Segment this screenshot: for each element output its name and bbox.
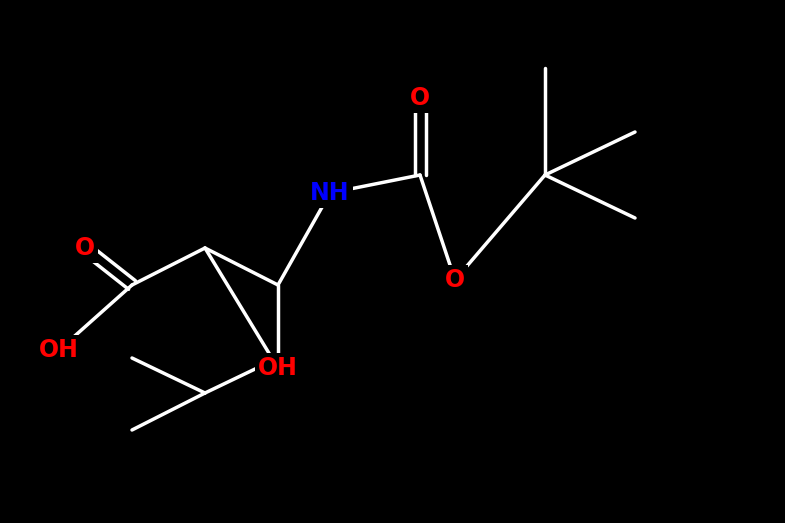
Text: OH: OH (258, 356, 298, 380)
Text: NH: NH (310, 181, 350, 205)
Text: O: O (410, 86, 430, 110)
Text: O: O (445, 268, 465, 292)
Text: OH: OH (39, 338, 79, 362)
Text: O: O (75, 236, 95, 260)
